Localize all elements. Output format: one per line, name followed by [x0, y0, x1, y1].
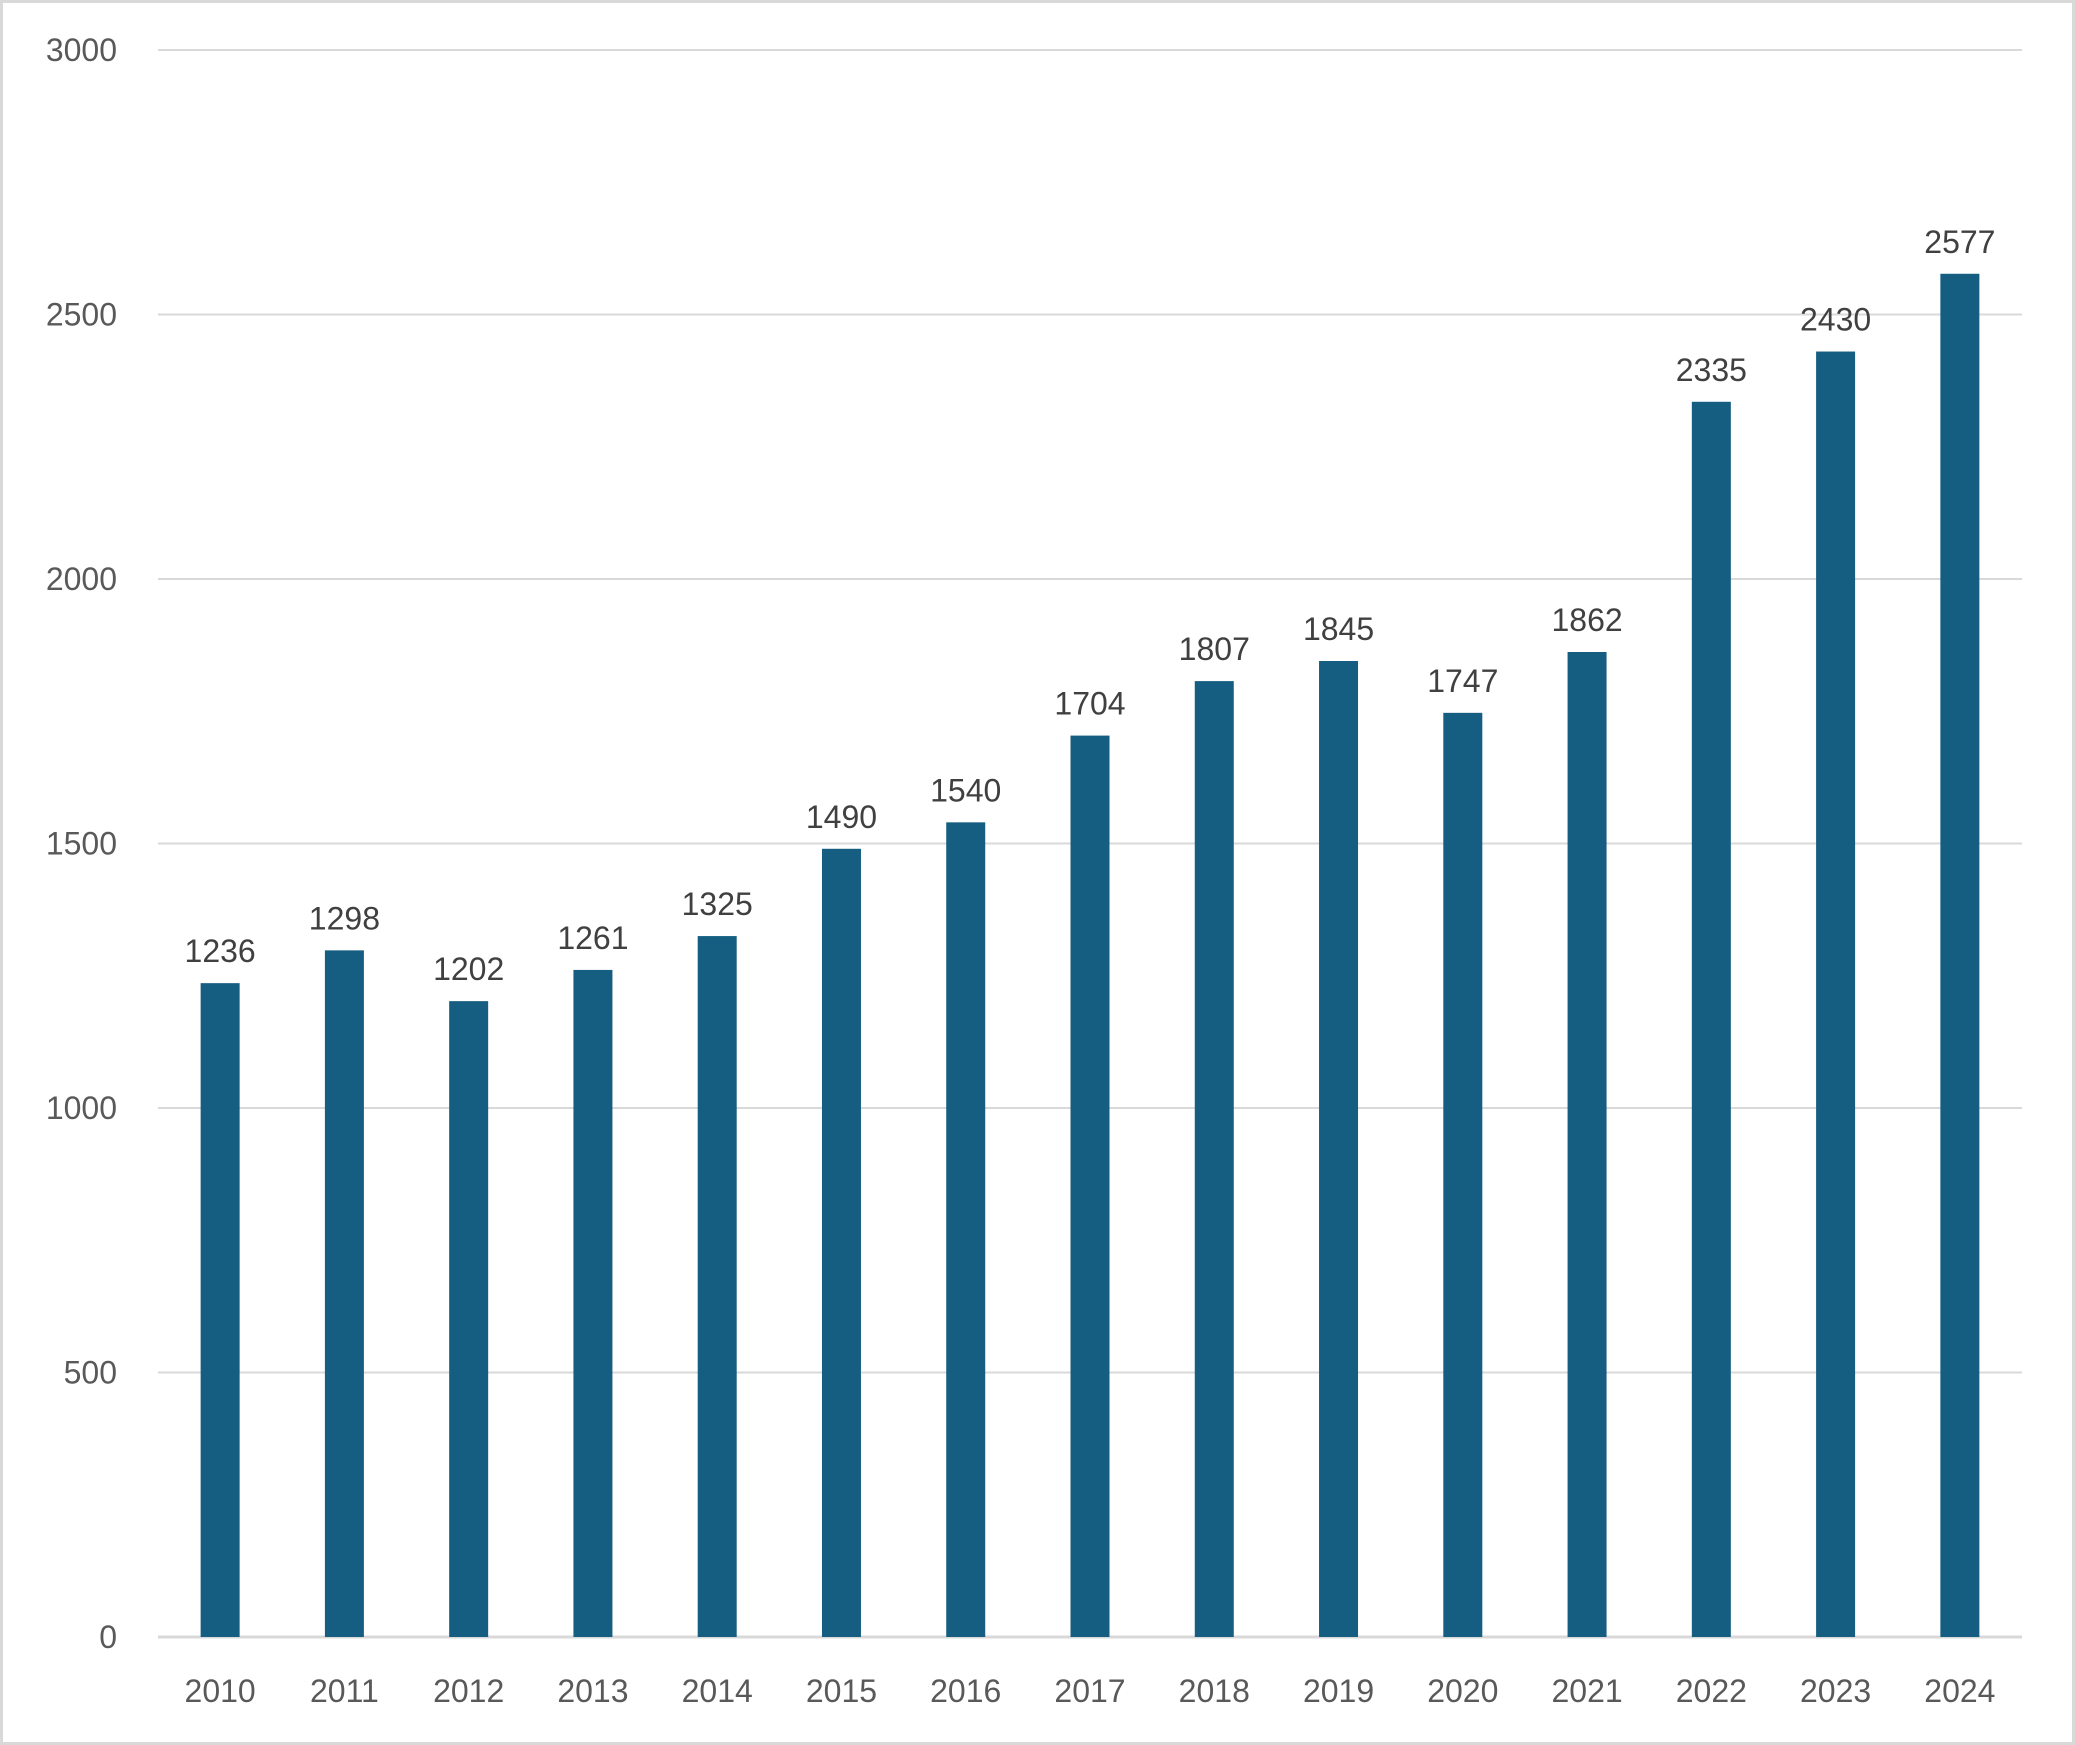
bar-2019 — [1319, 660, 1359, 1637]
x-tick-label: 2016 — [930, 1673, 1001, 1709]
data-label: 1298 — [309, 900, 380, 936]
x-tick-label: 2013 — [557, 1673, 628, 1709]
x-tick-label: 2015 — [806, 1673, 877, 1709]
x-tick-label: 2022 — [1676, 1673, 1747, 1709]
x-tick-label: 2010 — [185, 1673, 256, 1709]
y-tick-label: 2000 — [46, 561, 117, 597]
data-label: 1704 — [1054, 686, 1125, 722]
bar-2018 — [1194, 681, 1234, 1637]
data-label: 2430 — [1800, 302, 1871, 338]
x-tick-label: 2017 — [1054, 1673, 1125, 1709]
bar-2013 — [573, 969, 613, 1637]
bar-2012 — [449, 1001, 489, 1637]
bar-2023 — [1816, 351, 1856, 1637]
y-tick-label: 3000 — [46, 32, 117, 68]
bar-2022 — [1691, 401, 1731, 1637]
data-label: 1490 — [806, 799, 877, 835]
data-label: 1540 — [930, 772, 1001, 808]
bar-2014 — [697, 936, 737, 1637]
data-label: 1845 — [1303, 611, 1374, 647]
x-tick-label: 2018 — [1179, 1673, 1250, 1709]
y-tick-label: 0 — [99, 1619, 117, 1655]
data-label: 1325 — [682, 886, 753, 922]
data-label: 1236 — [185, 933, 256, 969]
y-tick-label: 2500 — [46, 297, 117, 333]
data-label: 1747 — [1427, 663, 1498, 699]
bar-2011 — [324, 950, 364, 1637]
x-tick-label: 2019 — [1303, 1673, 1374, 1709]
x-tick-label: 2024 — [1924, 1673, 1995, 1709]
data-label: 1862 — [1551, 602, 1622, 638]
x-tick-label: 2020 — [1427, 1673, 1498, 1709]
bar-2010 — [200, 983, 240, 1637]
data-label: 1807 — [1179, 631, 1250, 667]
x-tick-label: 2023 — [1800, 1673, 1871, 1709]
bar-2024 — [1940, 273, 1980, 1638]
x-tick-label: 2012 — [433, 1673, 504, 1709]
bar-2017 — [1070, 735, 1110, 1637]
y-tick-label: 1500 — [46, 826, 117, 862]
bar-2021 — [1567, 652, 1607, 1637]
bar-2020 — [1443, 712, 1483, 1637]
data-label: 2335 — [1676, 352, 1747, 388]
data-label: 1202 — [433, 951, 504, 987]
x-tick-label: 2014 — [682, 1673, 753, 1709]
x-tick-label: 2021 — [1551, 1673, 1622, 1709]
data-label: 1261 — [557, 920, 628, 956]
y-tick-label: 1000 — [46, 1090, 117, 1126]
data-label: 2577 — [1924, 224, 1995, 260]
x-tick-label: 2011 — [310, 1673, 379, 1709]
bar-2015 — [821, 848, 861, 1637]
bar-2016 — [946, 822, 986, 1637]
y-tick-label: 500 — [64, 1355, 117, 1391]
